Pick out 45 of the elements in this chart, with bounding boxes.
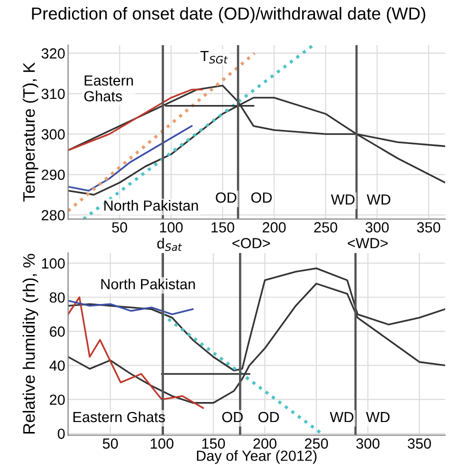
x-tick-label: 250 — [304, 438, 328, 449]
x-tick-label: 50 — [112, 222, 128, 233]
annotation: OD — [251, 192, 272, 203]
annotation: WD — [330, 412, 354, 422]
text: d$_{Sat}$ — [157, 238, 182, 251]
x-tick-label: 100 — [160, 222, 183, 233]
y-tick-label: 40 — [49, 360, 65, 371]
y-tick-label: 100 — [42, 258, 65, 269]
annotation: OD — [258, 412, 279, 422]
annotation: North Pakistan — [101, 278, 195, 290]
x-tick-label: 150 — [212, 222, 234, 233]
x-axis-title: Day of Year (2012) — [196, 450, 317, 464]
y-axis-title: Relative humidity (rh), % — [22, 254, 38, 434]
y-tick-label: 320 — [42, 48, 65, 59]
y-tick-label: 0 — [58, 428, 65, 439]
y-tick-label: 310 — [42, 88, 65, 100]
y-tick-label: 80 — [50, 292, 65, 303]
y-tick-label: 20 — [50, 394, 65, 405]
annotation: Eastern Ghats — [73, 411, 165, 422]
x-tick-label: 200 — [253, 438, 276, 449]
y-tick-label: 280 — [42, 210, 65, 220]
y-tick-label: 60 — [50, 326, 65, 337]
x-tick-label: 250 — [314, 222, 338, 233]
x-tick-label: 300 — [356, 438, 380, 449]
x-tick-label: 300 — [366, 222, 389, 233]
annotation: T$_{SGt}$ — [200, 50, 228, 64]
annotation: OD — [216, 192, 236, 203]
annotation: WD — [330, 194, 354, 205]
annotation: North Pakistan — [104, 200, 198, 211]
x-tick-label: 350 — [408, 438, 431, 449]
chart-title: Prediction of onset date (OD)/withdrawal date (WD) — [32, 6, 426, 24]
text: <OD> — [232, 238, 270, 248]
x-tick-label: 150 — [202, 438, 225, 449]
x-tick-label: 350 — [417, 222, 440, 233]
annotation: WD — [366, 194, 390, 205]
annotation: Eastern Ghats — [84, 76, 133, 102]
text: <WD> — [348, 238, 388, 248]
annotation: WD — [366, 412, 390, 422]
x-tick-label: 100 — [150, 438, 174, 449]
x-tick-label: 200 — [262, 222, 286, 233]
x-tick-label: 50 — [102, 438, 118, 449]
y-tick-label: 290 — [42, 170, 65, 180]
annotation: OD — [222, 412, 243, 422]
y-axis-title: Temperature (T), K — [22, 62, 38, 202]
y-tick-label: 300 — [42, 129, 65, 140]
